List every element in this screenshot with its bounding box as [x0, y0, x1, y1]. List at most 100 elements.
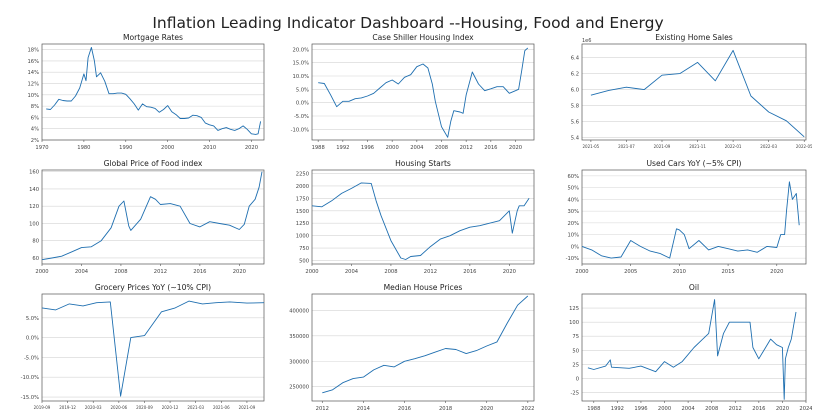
mortgage-rates-ytick-label: 6% — [31, 115, 39, 121]
grocery-prices-ytick-label: 5.0% — [26, 316, 39, 322]
case-shiller-xtick-label: 1992 — [336, 145, 349, 151]
housing-starts-xtick-label: 2000 — [305, 269, 318, 275]
grocery-prices-xtick-label: 2020-03 — [85, 405, 102, 410]
case-shiller-series-line — [318, 47, 529, 138]
oil-xtick-label: 2024 — [799, 406, 812, 412]
food-price-index-series-line — [41, 171, 263, 261]
median-house-prices-xtick-label: 2012 — [316, 406, 329, 412]
grocery-prices-xtick-label: 2021-09 — [239, 405, 256, 410]
used-cars-xtick-label: 2015 — [721, 269, 734, 275]
grocery-prices-xtick-label: 2020-09 — [136, 405, 153, 410]
median-house-prices-ytick-label: 350000 — [289, 334, 309, 340]
case-shiller-xtick-label: 2020 — [509, 145, 522, 151]
existing-home-sales-xtick-label: 2022-01 — [725, 144, 742, 149]
existing-home-sales-ytick-label: 5.8 — [571, 104, 579, 110]
used-cars-ytick-label: 40% — [567, 197, 579, 203]
existing-home-sales-xtick-label: 2021-07 — [618, 144, 635, 149]
food-price-index-chart: Global Price of Food index 60 80 100 120 140 1… — [29, 159, 265, 275]
case-shiller-xtick-label: 2008 — [435, 145, 448, 151]
median-house-prices-ytick-label: 400000 — [289, 308, 309, 314]
housing-starts-xtick-label: 2012 — [424, 269, 437, 275]
housing-starts-ytick-label: 1000 — [296, 234, 309, 240]
case-shiller-xtick-label: 2012 — [460, 145, 473, 151]
mortgage-rates-xtick-label: 2020 — [245, 145, 258, 151]
food-price-index-ytick-label: 100 — [29, 221, 39, 227]
oil-xtick-label: 2012 — [729, 406, 742, 412]
oil-xtick-label: 2016 — [752, 406, 765, 412]
median-house-prices-plot-frame — [311, 293, 535, 402]
mortgage-rates-ytick-label: 2% — [31, 138, 39, 144]
food-price-index-xtick-label: 2000 — [35, 269, 48, 275]
case-shiller-title: Case Shiller Housing Index — [372, 33, 474, 42]
existing-home-sales-ytick-label: 5.4 — [571, 136, 580, 142]
food-price-index-xtick-label: 2012 — [154, 269, 167, 275]
housing-starts-chart: Housing Starts 500 750 1000 1250 1500 1750 2000… — [296, 159, 535, 275]
median-house-prices-xtick-label: 2022 — [521, 406, 534, 412]
mortgage-rates-ytick-label: 14% — [27, 70, 39, 76]
mortgage-rates-xtick-label: 1970 — [35, 145, 48, 151]
food-price-index-title: Global Price of Food index — [104, 159, 203, 168]
grocery-prices-xtick-label: 2021-06 — [213, 405, 230, 410]
used-cars-title: Used Cars YoY (~5% CPI) — [646, 159, 741, 168]
used-cars-series-line — [581, 181, 800, 259]
food-price-index-ytick-label: 140 — [29, 187, 39, 193]
existing-home-sales-series-line — [590, 49, 805, 138]
food-price-index-ytick-label: 60 — [32, 256, 39, 262]
housing-starts-ytick-label: 1250 — [296, 221, 309, 227]
oil-ytick-label: 100 — [569, 320, 579, 326]
housing-starts-ytick-label: 2000 — [296, 184, 309, 190]
mortgage-rates-ytick-label: 10% — [27, 93, 39, 99]
case-shiller-plot-frame — [311, 43, 535, 141]
median-house-prices-series-line — [322, 295, 529, 394]
case-shiller-ytick-label: -5.0% — [294, 114, 309, 120]
existing-home-sales-xtick-label: 2021-11 — [689, 144, 706, 149]
housing-starts-plot-frame — [311, 169, 535, 265]
housing-starts-ytick-label: 1500 — [296, 209, 309, 215]
grocery-prices-chart: Grocery Prices YoY (~10% CPI) -15.0% -10.0… — [21, 283, 265, 410]
median-house-prices-ytick-label: 250000 — [289, 385, 309, 391]
used-cars-ytick-label: 10% — [567, 233, 579, 239]
median-house-prices-xtick-label: 2014 — [357, 406, 371, 412]
case-shiller-xtick-label: 2000 — [386, 145, 399, 151]
case-shiller-ytick-label: -10.0% — [291, 127, 309, 133]
median-house-prices-xtick-label: 2018 — [439, 406, 452, 412]
existing-home-sales-xtick-label: 2022-03 — [760, 144, 777, 149]
mortgage-rates-ytick-label: 12% — [27, 82, 39, 88]
grocery-prices-xtick-label: 2020-06 — [110, 405, 127, 410]
oil-ytick-label: 125 — [569, 306, 579, 312]
existing-home-sales-offset-label: 1e6 — [582, 38, 591, 44]
mortgage-rates-ytick-label: 8% — [31, 104, 39, 110]
food-price-index-xtick-label: 2004 — [75, 269, 89, 275]
case-shiller-xtick-label: 1988 — [312, 145, 325, 151]
oil-xtick-label: 1996 — [634, 406, 647, 412]
housing-starts-title: Housing Starts — [395, 159, 451, 168]
food-price-index-xtick-label: 2020 — [233, 269, 246, 275]
housing-starts-xtick-label: 2016 — [463, 269, 476, 275]
mortgage-rates-xtick-label: 1990 — [119, 145, 132, 151]
food-price-index-plot-frame — [41, 169, 265, 265]
food-price-index-xtick-label: 2016 — [193, 269, 206, 275]
existing-home-sales-xtick-label: 2021-05 — [583, 144, 600, 149]
existing-home-sales-ytick-label: 6.0 — [571, 88, 579, 94]
mortgage-rates-series-line — [46, 46, 262, 135]
grocery-prices-xtick-label: 2021-03 — [187, 405, 204, 410]
case-shiller-xtick-label: 2016 — [484, 145, 497, 151]
mortgage-rates-xtick-label: 2000 — [161, 145, 174, 151]
food-price-index-ytick-label: 120 — [29, 204, 39, 210]
grocery-prices-ytick-label: 0.0% — [26, 336, 39, 342]
case-shiller-xtick-label: 1996 — [361, 145, 374, 151]
grocery-prices-ytick-label: -15.0% — [21, 395, 39, 401]
housing-starts-ytick-label: 750 — [299, 246, 309, 252]
used-cars-ytick-label: 20% — [567, 221, 579, 227]
oil-ytick-label: 50 — [572, 348, 579, 354]
oil-xtick-label: 2004 — [682, 406, 696, 412]
oil-ytick-label: -25 — [571, 391, 579, 397]
case-shiller-ytick-label: 10.0% — [293, 74, 310, 80]
oil-xtick-label: 2020 — [776, 406, 789, 412]
oil-series-line — [587, 299, 797, 400]
mortgage-rates-xtick-label: 2010 — [203, 145, 216, 151]
food-price-index-xtick-label: 2008 — [114, 269, 127, 275]
grocery-prices-xtick-label: 2019-12 — [59, 405, 76, 410]
used-cars-xtick-label: 2000 — [575, 269, 588, 275]
oil-ytick-label: 25 — [572, 362, 579, 368]
